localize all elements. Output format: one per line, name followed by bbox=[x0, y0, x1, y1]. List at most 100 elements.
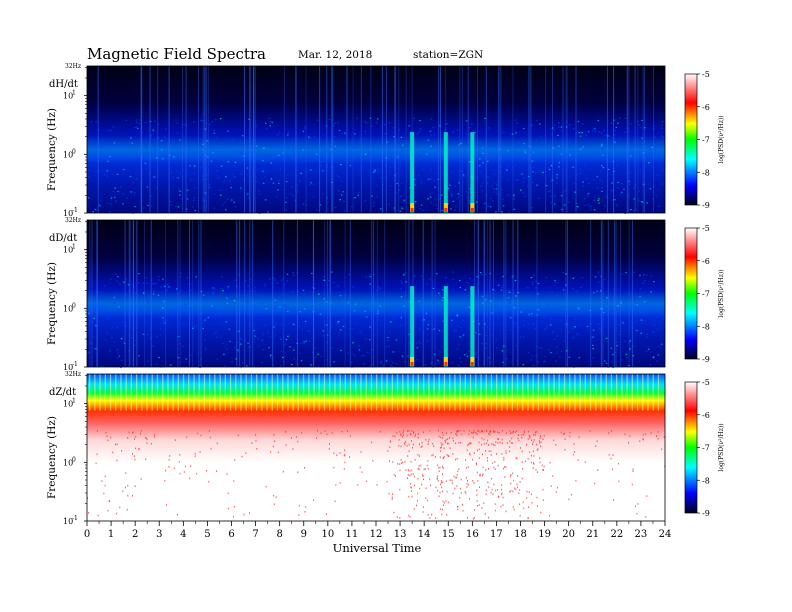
speckle bbox=[594, 276, 597, 278]
speckle bbox=[333, 281, 335, 283]
speckle bbox=[607, 168, 610, 170]
speckle bbox=[144, 162, 147, 165]
speckle bbox=[290, 186, 293, 188]
speckle bbox=[348, 312, 351, 314]
speckle bbox=[87, 497, 88, 499]
speckle bbox=[212, 293, 214, 295]
speckle bbox=[227, 507, 229, 510]
speckle bbox=[602, 311, 605, 314]
interference-stripe bbox=[177, 220, 179, 367]
speckle bbox=[408, 514, 410, 517]
speckle bbox=[394, 146, 396, 148]
speckle bbox=[642, 438, 644, 440]
speckle bbox=[369, 276, 371, 278]
speckle bbox=[507, 166, 509, 168]
speckle bbox=[501, 350, 504, 352]
speckle bbox=[279, 306, 281, 308]
speckle bbox=[326, 341, 328, 343]
speckle bbox=[641, 201, 644, 203]
stripe bbox=[652, 374, 654, 411]
speckle bbox=[549, 295, 552, 297]
speckle bbox=[219, 189, 221, 191]
speckle bbox=[611, 317, 613, 319]
speckle bbox=[467, 466, 469, 468]
speckle bbox=[446, 514, 448, 516]
stripe bbox=[282, 374, 284, 411]
speckle bbox=[610, 122, 612, 124]
speckle bbox=[135, 447, 137, 450]
speckle bbox=[304, 467, 306, 469]
speckle bbox=[265, 154, 267, 156]
speckle bbox=[499, 165, 502, 167]
speckle bbox=[166, 504, 167, 506]
speckle bbox=[489, 206, 492, 208]
speckle bbox=[495, 441, 497, 443]
speckle bbox=[336, 454, 338, 456]
speckle bbox=[380, 361, 382, 364]
speckle bbox=[254, 335, 256, 337]
speckle bbox=[439, 351, 441, 353]
speckle bbox=[535, 172, 537, 174]
speckle bbox=[633, 198, 635, 200]
speckle bbox=[423, 468, 425, 471]
speckle bbox=[286, 174, 289, 176]
speckle bbox=[173, 178, 175, 180]
interference-stripe bbox=[637, 66, 639, 213]
speckle bbox=[455, 442, 457, 445]
speckle bbox=[544, 355, 547, 358]
speckle bbox=[570, 166, 573, 168]
speckle bbox=[204, 339, 206, 341]
speckle bbox=[514, 314, 516, 316]
speckle bbox=[323, 276, 325, 278]
speckle bbox=[617, 122, 619, 124]
speckle bbox=[604, 205, 606, 207]
speckle bbox=[135, 164, 137, 166]
speckle bbox=[545, 276, 548, 279]
speckle bbox=[438, 435, 440, 438]
speckle bbox=[502, 141, 504, 143]
y-axis-label: Frequency (Hz) bbox=[46, 108, 58, 191]
speckle bbox=[398, 129, 400, 131]
speckle bbox=[158, 356, 160, 359]
interference-stripe bbox=[461, 66, 463, 213]
speckle bbox=[400, 433, 402, 436]
speckle bbox=[312, 183, 315, 185]
speckle bbox=[587, 195, 589, 197]
speckle bbox=[535, 280, 537, 283]
speckle bbox=[93, 317, 95, 320]
speckle bbox=[264, 122, 267, 124]
speckle bbox=[468, 498, 470, 500]
speckle bbox=[233, 201, 235, 203]
speckle bbox=[657, 438, 659, 440]
speckle bbox=[254, 159, 256, 161]
speckle bbox=[248, 197, 250, 199]
speckle bbox=[504, 476, 506, 478]
colorbar-tick-label: -8 bbox=[702, 168, 710, 177]
speckle bbox=[449, 184, 451, 186]
speckle bbox=[248, 346, 250, 348]
speckle bbox=[418, 465, 420, 467]
speckle bbox=[501, 286, 503, 288]
interference-stripe bbox=[124, 220, 126, 367]
speckle bbox=[186, 140, 188, 142]
speckle bbox=[484, 513, 486, 515]
speckle bbox=[610, 347, 613, 349]
speckle bbox=[270, 145, 272, 147]
stripe bbox=[245, 374, 247, 411]
speckle bbox=[457, 193, 460, 195]
speckle bbox=[274, 299, 277, 301]
speckle bbox=[115, 273, 117, 275]
speckle bbox=[657, 431, 659, 433]
speckle bbox=[224, 201, 227, 203]
speckle bbox=[302, 340, 305, 343]
speckle bbox=[104, 484, 106, 487]
speckle bbox=[92, 211, 94, 213]
speckle bbox=[479, 158, 481, 160]
speckle bbox=[160, 140, 163, 142]
speckle bbox=[501, 161, 503, 163]
speckle bbox=[661, 127, 663, 129]
speckle bbox=[437, 480, 439, 482]
speckle bbox=[179, 343, 182, 345]
stripe bbox=[527, 374, 529, 411]
speckle bbox=[365, 276, 368, 278]
